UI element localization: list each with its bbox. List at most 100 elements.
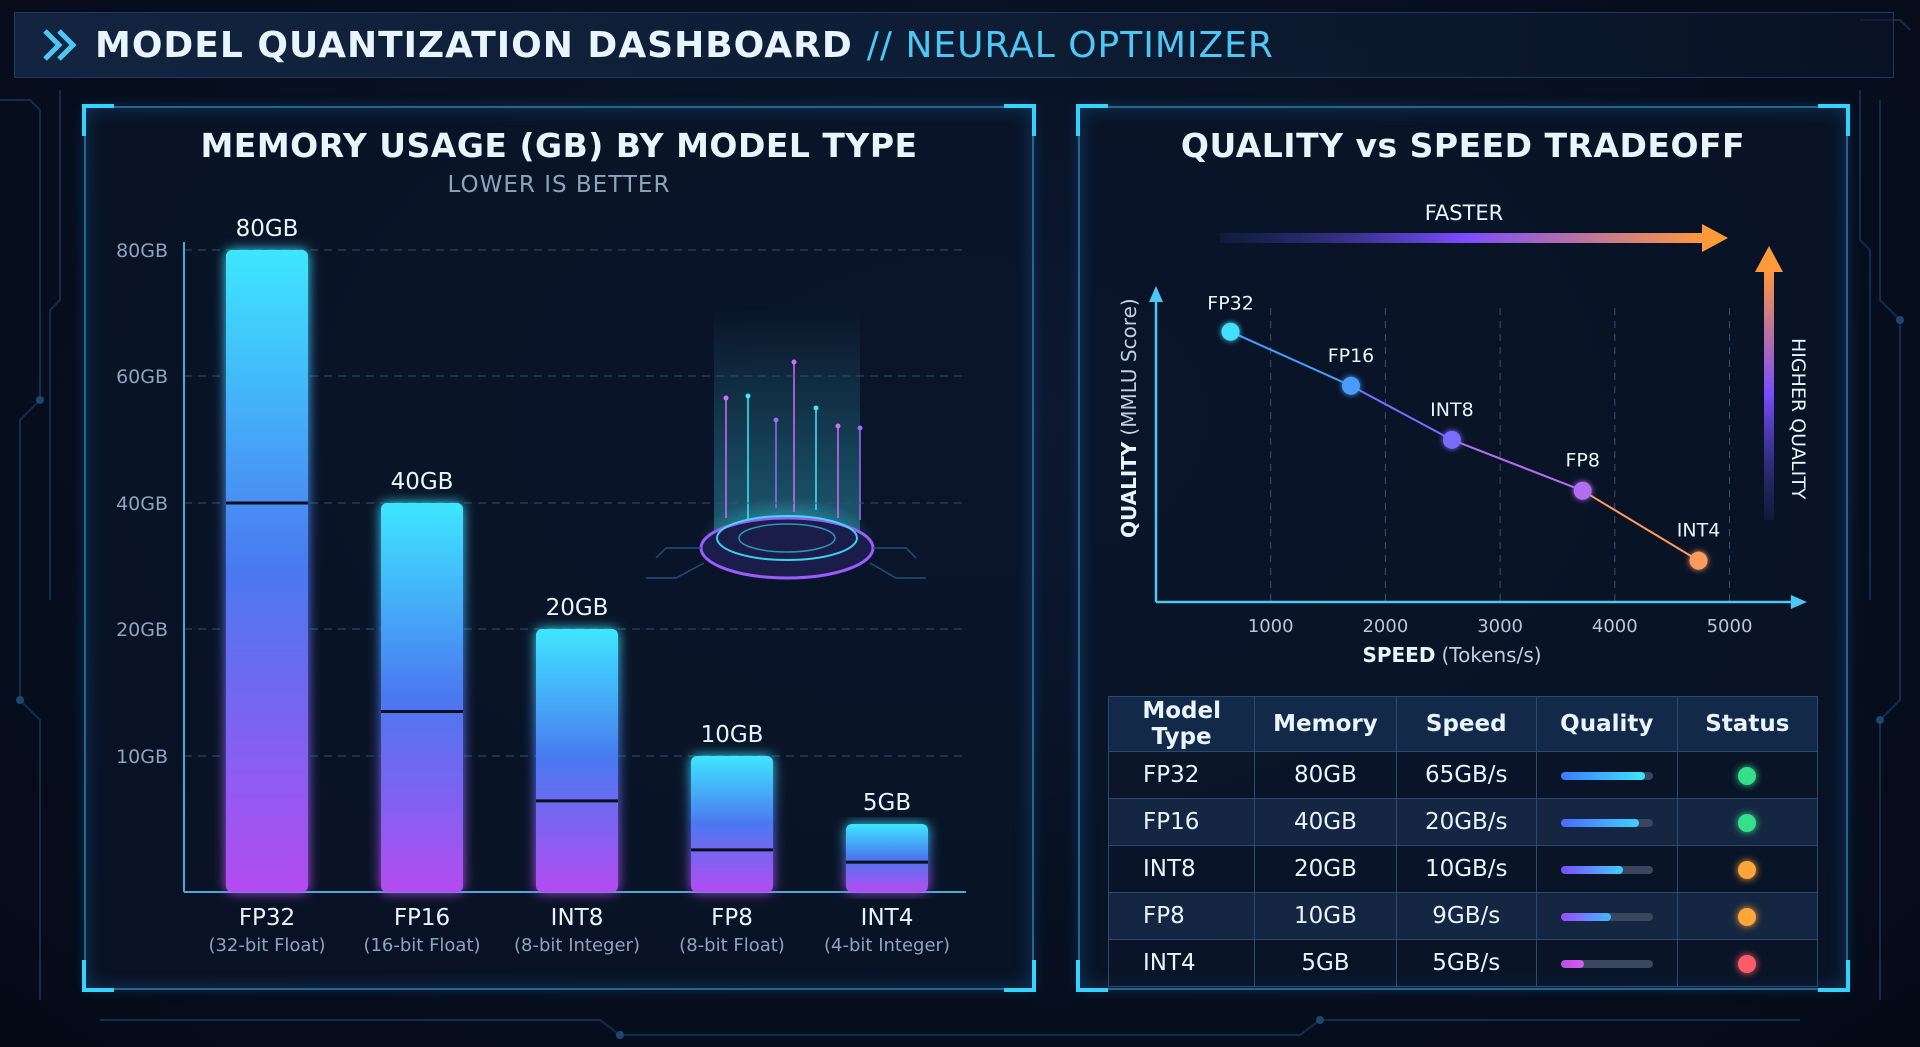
table-row: FP8 10GB 9GB/s (1107, 892, 1819, 940)
bar-value-label: 40GB (391, 469, 454, 495)
tradeoff-chart-title: QUALITY vs SPEED TRADEOFF (1180, 126, 1746, 165)
cell-quality (1535, 798, 1678, 846)
cell-model: FP16 (1107, 798, 1256, 846)
memory-chart-subtitle: LOWER IS BETTER (447, 172, 671, 198)
bar-value-label: 80GB (236, 216, 299, 242)
status-dot-icon (1738, 766, 1757, 785)
memory-usage-panel: MEMORY USAGE (GB) BY MODEL TYPE LOWER IS… (82, 104, 1036, 992)
quality-bar (1560, 771, 1653, 780)
table-header-quality: Quality (1535, 696, 1678, 752)
x-tick-label: 1000 (1248, 616, 1294, 637)
cell-status (1676, 798, 1819, 846)
cell-memory: 5GB (1254, 939, 1397, 987)
cell-speed: 65GB/s (1395, 751, 1537, 799)
cell-quality (1535, 751, 1678, 799)
category-sublabel: (32-bit Float) (208, 935, 325, 956)
table-row: INT4 5GB 5GB/s (1107, 939, 1819, 987)
higher-quality-label: HIGHER QUALITY (1787, 338, 1809, 500)
header-bar: MODEL QUANTIZATION DASHBOARD // NEURAL O… (14, 12, 1894, 78)
memory-chart-title: MEMORY USAGE (GB) BY MODEL TYPE (200, 126, 918, 165)
point-label: FP16 (1328, 345, 1375, 367)
bar-fp32 (226, 250, 308, 892)
category-sublabel: (4-bit Integer) (824, 935, 950, 956)
quality-bar-fill (1560, 912, 1612, 921)
hologram-decoration (646, 308, 926, 580)
status-dot-icon (1738, 813, 1757, 832)
y-tick-label: 80GB (116, 240, 168, 262)
point-label: FP8 (1565, 450, 1599, 472)
category-sublabel: (8-bit Integer) (514, 935, 640, 956)
point-label: INT4 (1677, 520, 1721, 542)
table-header-speed: Speed (1395, 696, 1537, 752)
cell-memory: 40GB (1254, 798, 1397, 846)
quality-bar-fill (1560, 865, 1624, 874)
cell-model: FP32 (1107, 751, 1256, 799)
category-label: INT8 (551, 905, 604, 931)
bar-fp16 (381, 503, 463, 892)
category-label: FP8 (711, 905, 753, 931)
series-segment (1582, 489, 1700, 562)
status-dot-icon (1738, 860, 1757, 879)
series-segment (1350, 384, 1453, 441)
table-header-model: Model Type (1107, 696, 1256, 752)
quality-bar (1560, 959, 1653, 968)
cell-model: INT4 (1107, 939, 1256, 987)
category-label: FP32 (239, 905, 295, 931)
point-fp16 (1341, 376, 1360, 395)
cell-status (1676, 939, 1819, 987)
quality-bar (1560, 865, 1653, 874)
y-tick-label: 20GB (116, 619, 168, 641)
higher-quality-arrow (1764, 268, 1774, 520)
faster-arrowhead (1702, 224, 1728, 252)
series-segment (1230, 330, 1352, 387)
cell-memory: 20GB (1254, 845, 1397, 893)
page-subtitle: // NEURAL OPTIMIZER (866, 24, 1274, 66)
quality-bar-fill (1560, 959, 1584, 968)
bar-value-label: 20GB (546, 595, 609, 621)
point-label: INT8 (1430, 399, 1474, 421)
cell-model: FP8 (1107, 892, 1256, 940)
cell-speed: 10GB/s (1395, 845, 1537, 893)
cell-memory: 10GB (1254, 892, 1397, 940)
tradeoff-line-chart: FASTER HIGHER QUALITY QUALITY(MMLU Score… (1117, 201, 1809, 667)
faster-arrow (1220, 233, 1706, 243)
point-int8 (1442, 430, 1461, 449)
x-axis-arrowhead (1790, 595, 1807, 609)
bar-int4 (846, 824, 928, 892)
x-tick-label: 5000 (1707, 616, 1753, 637)
bar-fp8 (691, 756, 773, 892)
y-tick-label: 40GB (116, 493, 168, 515)
table-row: INT8 20GB 10GB/s (1107, 845, 1819, 893)
faster-label: FASTER (1425, 201, 1504, 225)
quantization-table: Model Type Memory Speed Quality Status F… (1107, 696, 1819, 987)
category-label: FP16 (394, 905, 450, 931)
series-segment (1451, 438, 1584, 492)
status-dot-icon (1738, 954, 1757, 973)
y-tick-label: 10GB (116, 746, 168, 768)
tradeoff-panel: QUALITY vs SPEED TRADEOFF FASTER HI (1076, 104, 1850, 992)
table-header-status: Status (1676, 696, 1819, 752)
double-chevron-icon (43, 29, 77, 61)
x-axis-label: SPEED (Tokens/s) (1362, 643, 1541, 667)
cell-quality (1535, 845, 1678, 893)
cell-speed: 9GB/s (1395, 892, 1537, 940)
memory-bar-chart: 10GB 20GB 40GB 60GB 80GB 80GB FP32 (32-bit Floa… (116, 216, 966, 956)
category-sublabel: (8-bit Float) (679, 935, 785, 956)
cell-speed: 5GB/s (1395, 939, 1537, 987)
quality-bar-fill (1560, 771, 1646, 780)
point-fp8 (1573, 481, 1592, 500)
x-tick-label: 3000 (1477, 616, 1523, 637)
cell-status (1676, 751, 1819, 799)
quality-bar (1560, 912, 1653, 921)
x-tick-label: 4000 (1592, 616, 1638, 637)
cell-status (1676, 892, 1819, 940)
point-label: FP32 (1207, 293, 1254, 315)
cell-quality (1535, 892, 1678, 940)
table-row: FP16 40GB 20GB/s (1107, 798, 1819, 846)
bar-value-label: 5GB (863, 790, 911, 816)
bar-value-label: 10GB (701, 722, 764, 748)
cell-quality (1535, 939, 1678, 987)
higher-quality-arrowhead (1755, 246, 1783, 272)
cell-speed: 20GB/s (1395, 798, 1537, 846)
point-fp32 (1221, 322, 1240, 341)
